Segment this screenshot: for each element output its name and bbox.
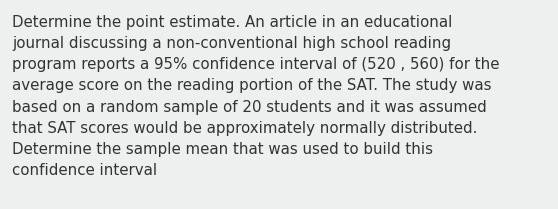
Text: Determine the point estimate. An article in an educational
journal discussing a : Determine the point estimate. An article…	[12, 15, 500, 178]
